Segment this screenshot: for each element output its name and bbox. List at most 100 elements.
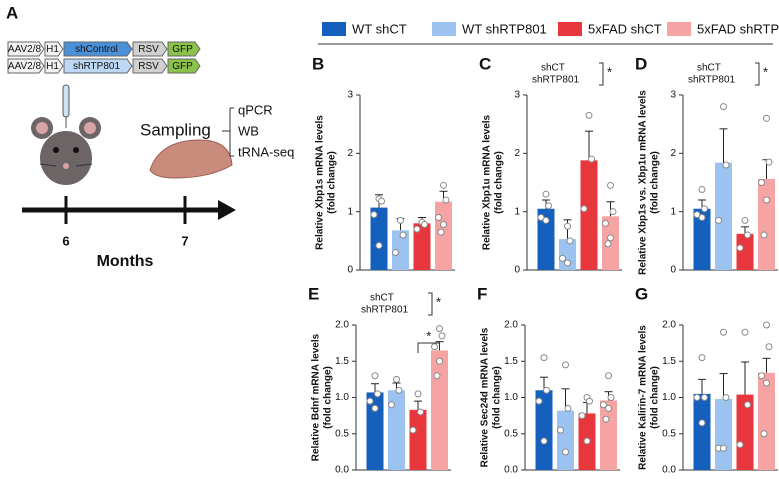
legend-label: 5xFAD shCT: [588, 21, 662, 36]
data-point: [542, 216, 550, 224]
bar: [736, 233, 754, 270]
panel-letter: G: [635, 284, 648, 303]
y-tick-label: 0.5: [662, 428, 676, 439]
y-tick-label: 0: [347, 265, 353, 276]
bar: [370, 207, 388, 270]
legend-swatch: [432, 22, 456, 36]
data-point: [413, 225, 421, 233]
bar: [388, 390, 405, 470]
bar: [758, 372, 775, 470]
data-point: [720, 103, 727, 111]
data-point: [540, 437, 548, 445]
sampling-label: Sampling: [140, 120, 211, 139]
data-point: [588, 155, 595, 163]
bar: [366, 392, 384, 470]
construct-part: [44, 41, 64, 57]
data-point: [442, 196, 450, 204]
data-point: [433, 372, 441, 380]
brace: [222, 107, 234, 157]
data-point: [388, 401, 395, 409]
data-point: [609, 208, 617, 216]
data-point: [371, 372, 379, 380]
timeline-arrow: [218, 200, 236, 220]
data-point: [741, 328, 749, 336]
data-point: [698, 186, 706, 193]
data-point: [375, 242, 383, 249]
y-tick-label: 2.0: [504, 320, 518, 331]
construct-part: [167, 41, 201, 57]
data-point: [758, 372, 765, 380]
data-point: [715, 216, 722, 224]
data-point: [693, 394, 701, 401]
y-axis-label: Relative Xbp1u mRNA levels: [482, 114, 493, 250]
data-point: [436, 325, 443, 333]
data-point: [440, 221, 447, 228]
y-tick-label: 2: [347, 148, 353, 159]
data-point: [578, 412, 586, 420]
bar: [559, 239, 576, 270]
bar: [693, 208, 711, 270]
legend-label: WT shCT: [352, 21, 407, 36]
data-point: [564, 259, 571, 267]
data-point: [440, 181, 447, 189]
y-tick-label: 2.0: [335, 320, 349, 331]
bar: [715, 162, 732, 270]
method: qPCR: [238, 102, 273, 117]
significance-label: shCT: [541, 63, 565, 74]
data-point: [722, 394, 730, 401]
data-point: [414, 390, 422, 398]
data-point: [760, 231, 768, 239]
data-point: [693, 211, 701, 219]
y-tick-label: 2: [514, 148, 520, 159]
data-point: [744, 231, 751, 239]
construct-label: H1: [46, 44, 59, 55]
legend-label: 5xFAD shRTP801: [697, 21, 779, 36]
y-axis-label: (fold change): [494, 151, 505, 214]
data-point: [562, 361, 569, 369]
y-tick-label: 1.5: [662, 356, 676, 367]
y-tick-label: 0.5: [335, 428, 349, 439]
bar: [758, 179, 775, 270]
data-point: [395, 386, 403, 394]
y-axis-label: Relative Kalirin-7 mRNA levels: [638, 325, 649, 470]
data-point: [537, 214, 545, 221]
data-point: [602, 219, 609, 227]
data-point: [585, 111, 593, 119]
data-point: [602, 415, 610, 423]
bar: [435, 201, 452, 270]
data-point: [765, 343, 773, 351]
y-tick-label: 1.5: [335, 356, 349, 367]
panel-letter: F: [477, 284, 487, 303]
y-tick-label: 0.0: [662, 465, 676, 476]
data-point: [763, 379, 770, 387]
panel-letter: E: [308, 284, 319, 303]
y-tick-label: 3: [514, 90, 520, 101]
y-axis-label: (fold change): [327, 151, 338, 214]
data-point: [438, 332, 446, 340]
data-point: [760, 430, 768, 438]
data-point: [535, 397, 543, 405]
data-point: [543, 386, 550, 394]
data-point: [374, 390, 381, 398]
y-tick-label: 3: [347, 90, 353, 101]
significance-star: *: [426, 328, 431, 343]
data-point: [744, 401, 751, 409]
y-axis-label: Relative Sec24d mRNA levels: [480, 327, 491, 467]
bar: [715, 398, 732, 470]
y-axis-label: (fold change): [323, 366, 334, 429]
data-point: [583, 437, 591, 445]
construct-part: [63, 41, 133, 57]
bracket: [599, 62, 604, 86]
method: tRNA-seq: [238, 144, 294, 159]
significance-star: *: [607, 64, 612, 79]
significance-star: *: [436, 294, 441, 309]
construct-label: GFP: [172, 61, 193, 72]
data-point: [604, 240, 612, 248]
significance-label: shCT: [697, 63, 721, 74]
data-point: [409, 426, 417, 434]
data-point: [741, 216, 749, 224]
mouse-icon: [31, 84, 101, 185]
construct-part: [63, 58, 133, 74]
timepoint: 7: [181, 233, 188, 248]
